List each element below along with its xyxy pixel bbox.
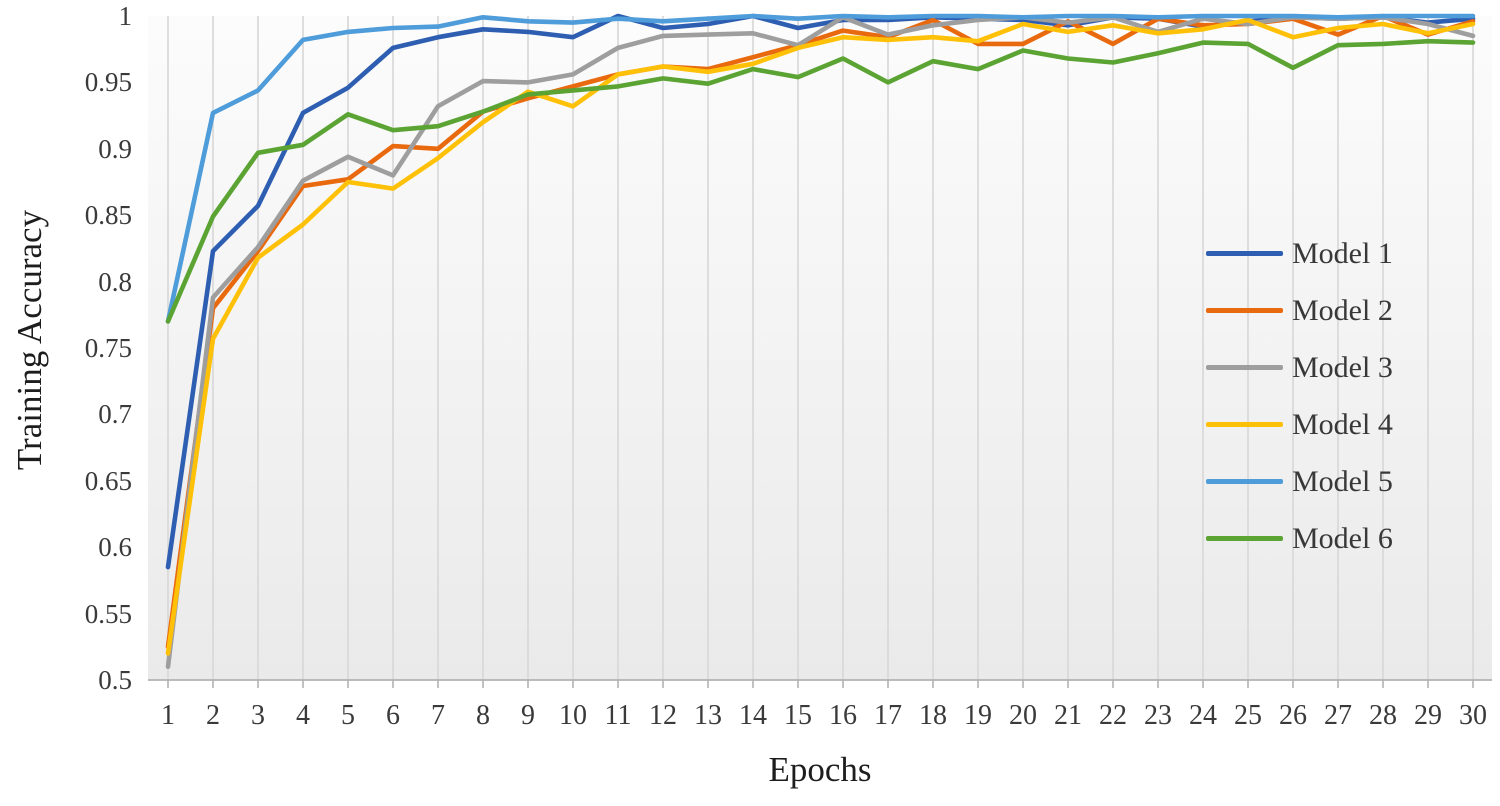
legend-line-swatch [1206,308,1283,313]
legend-item-model-6: Model 6 [1206,510,1393,567]
y-tick-label: 0.65 [84,466,132,496]
legend-line-swatch [1206,251,1283,256]
x-tick-label: 11 [604,700,632,731]
y-tick-label: 0.5 [98,665,132,695]
x-axis-title: Epochs [768,750,872,789]
legend-item-model-3: Model 3 [1206,339,1393,396]
x-tick-label: 3 [251,700,265,731]
x-tick-label: 26 [1279,700,1307,731]
x-tick-label: 9 [521,700,535,731]
x-tick-label: 16 [829,700,857,731]
x-tick-label: 10 [559,700,587,731]
x-tick-label: 2 [206,700,220,731]
x-tick-label: 30 [1459,700,1487,731]
legend-label: Model 4 [1292,407,1393,441]
x-tick-label: 20 [1009,700,1037,731]
legend-line-swatch [1206,365,1283,370]
x-tick-label: 18 [919,700,947,731]
legend-line-swatch [1206,422,1283,427]
legend-line-swatch [1206,536,1283,541]
x-tick-label: 8 [476,700,490,731]
y-tick-label: 0.85 [84,200,132,230]
legend-item-model-4: Model 4 [1206,396,1393,453]
x-tick-label: 17 [874,700,902,731]
series-line-model-6 [165,38,1476,324]
x-tick-label: 4 [296,700,310,731]
y-tick-label: 0.9 [98,134,132,164]
y-tick-label: 0.7 [98,399,132,429]
legend-label: Model 6 [1292,521,1393,555]
x-tick-label: 15 [784,700,812,731]
legend-label: Model 5 [1292,464,1393,498]
plot-background [148,16,1492,680]
x-tick-label: 12 [649,700,677,731]
x-tick-label: 21 [1054,700,1082,731]
x-tick-label: 5 [341,700,355,731]
y-tick-label: 0.75 [84,333,132,363]
series-line-model-5 [165,13,1476,324]
x-tick-label: 6 [386,700,400,731]
y-tick-label: 1 [118,1,133,31]
y-tick-label: 0.8 [98,267,132,297]
x-tick-label: 14 [739,700,767,731]
legend-label: Model 2 [1292,293,1393,327]
x-tick-label: 22 [1099,700,1127,731]
x-tick-label: 1 [161,700,175,731]
x-tick-label: 28 [1369,700,1397,731]
legend-line-swatch [1206,479,1283,484]
x-tick-label: 7 [431,700,445,731]
x-tick-label: 27 [1324,700,1352,731]
legend-item-model-5: Model 5 [1206,453,1393,510]
legend-item-model-2: Model 2 [1206,282,1393,339]
x-tick-label: 29 [1414,700,1442,731]
y-tick-label: 0.6 [98,532,132,562]
x-tick-label: 13 [694,700,722,731]
legend: Model 1 Model 2 Model 3 Model 4 Model 5 Model… [1206,225,1393,567]
legend-label: Model 3 [1292,350,1393,384]
x-tick-label: 25 [1234,700,1262,731]
x-tick-label: 24 [1189,700,1217,731]
legend-item-model-1: Model 1 [1206,225,1393,282]
series-line-model-4 [165,17,1476,656]
y-tick-label: 0.55 [84,599,132,629]
x-tick-label: 23 [1144,700,1172,731]
y-tick-label: 0.95 [84,67,132,97]
legend-label: Model 1 [1292,236,1393,270]
x-tick-label: 19 [964,700,992,731]
